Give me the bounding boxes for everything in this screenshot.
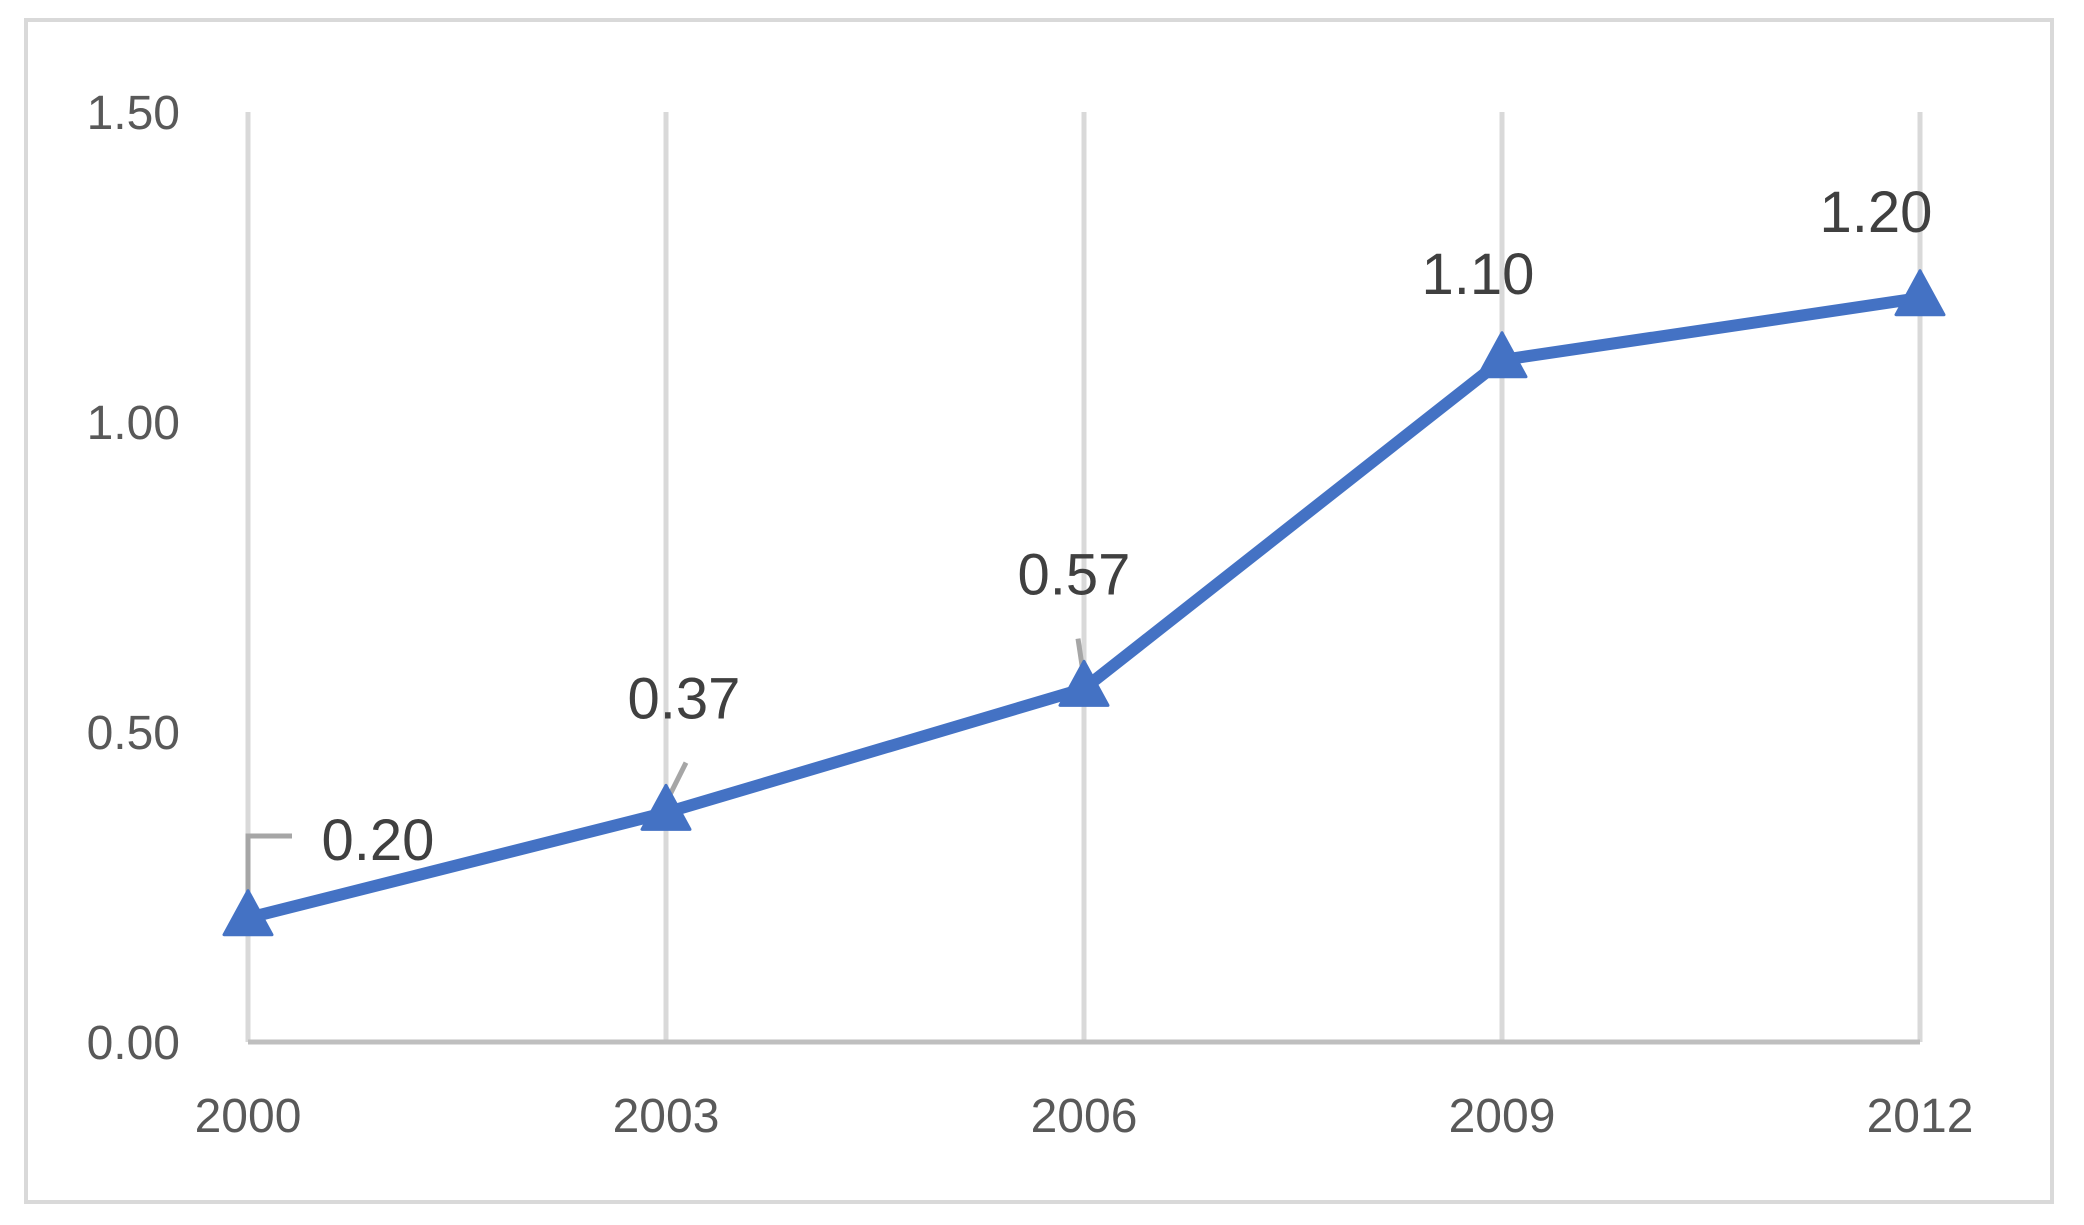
data-label-2003: 0.37 [628,667,741,732]
data-label-2009: 1.10 [1422,242,1535,307]
y-tick-label-3: 1.50 [87,87,180,140]
marker-2003 [640,783,692,831]
y-tick-label-2: 1.00 [87,397,180,450]
marker-2012 [1894,269,1946,317]
data-label-2000: 0.20 [322,808,435,873]
x-tick-label-2000: 2000 [195,1090,302,1143]
series [222,269,1946,937]
leader-line-2000 [245,833,292,908]
marker-2009 [1476,331,1528,379]
data-label-2006: 0.57 [1018,543,1131,608]
y-tick-label-1: 0.50 [87,707,180,760]
chart-frame [24,18,2054,1204]
marker-2000 [222,889,274,937]
marker-2006 [1058,659,1110,707]
x-tick-label-2009: 2009 [1449,1090,1556,1143]
labels: 2000 2003 2006 2009 2012 0.00 0.50 1.00 1.50 0.20… [87,87,1974,1143]
x-tick-label-2006: 2006 [1031,1090,1138,1143]
x-tick-label-2012: 2012 [1867,1090,1974,1143]
y-tick-label-0: 0.00 [87,1017,180,1070]
data-label-2012: 1.20 [1820,180,1933,245]
x-tick-label-2003: 2003 [613,1090,720,1143]
